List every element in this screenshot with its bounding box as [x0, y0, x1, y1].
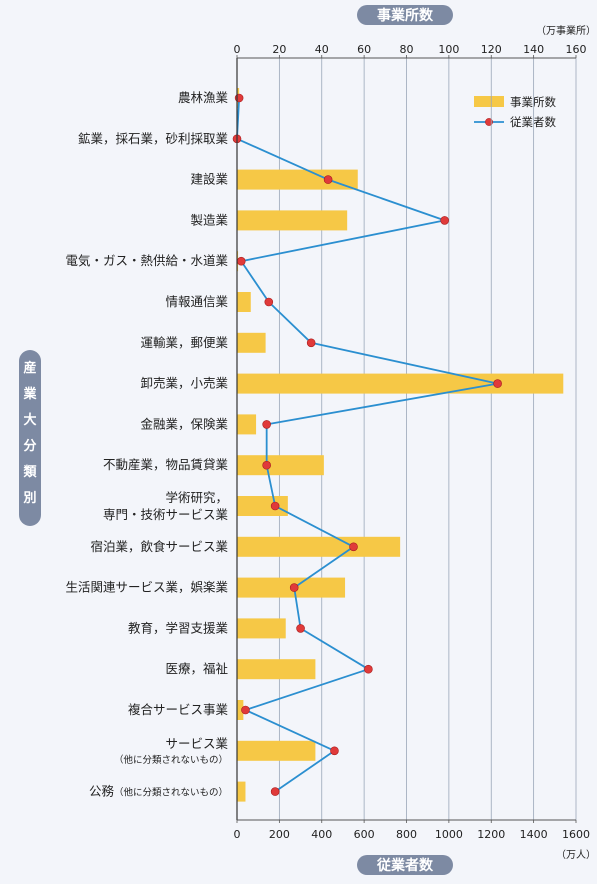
category-label: 不動産業，物品賃貸業	[103, 457, 229, 472]
line-point	[236, 256, 246, 266]
side-axis-label: 産業大分類別	[22, 360, 37, 506]
bar	[237, 536, 401, 557]
category-label: 金融業，保険業	[140, 416, 228, 431]
top-axis-pill-shape	[357, 5, 453, 25]
category-label: 公務（他に分類されないもの）	[89, 784, 228, 799]
bar	[237, 292, 251, 312]
bar	[237, 169, 358, 190]
line-series	[232, 93, 502, 796]
side-axis-pill: 産業大分類別	[19, 350, 41, 526]
line-point	[330, 746, 339, 756]
axes	[236, 57, 576, 821]
line-point	[264, 297, 274, 307]
category-label: 宿泊業，飲食サービス業	[90, 539, 228, 554]
top-tick-label: 160	[566, 43, 587, 56]
grid	[278, 58, 577, 820]
top-axis-unit: （万事業所）	[536, 24, 596, 37]
category-label: 学術研究，	[165, 490, 228, 505]
category-label: 生活関連サービス業，娯楽業	[65, 580, 228, 595]
category-label: 情報通信業	[165, 294, 228, 309]
bottom-tick-label: 1600	[562, 828, 590, 841]
bottom-tick-label: 1000	[435, 828, 463, 841]
line-point	[289, 583, 299, 592]
category-label: 卸売業，小売業	[140, 376, 228, 391]
top-tick-label: 60	[357, 43, 371, 56]
bottom-axis-title-pill: 従業者数	[357, 855, 453, 875]
bar	[237, 618, 286, 639]
legend-bar-swatch	[474, 96, 504, 107]
line-point	[440, 216, 449, 225]
top-tick-label: 20	[272, 43, 286, 56]
line-point	[364, 664, 373, 674]
category-label: 運輸業，郵便業	[140, 335, 228, 350]
line-point	[493, 379, 502, 388]
line-point	[270, 787, 280, 796]
bottom-tick-label: 600	[354, 828, 375, 841]
bar	[237, 781, 246, 802]
bottom-axis-title: 従業者数	[376, 857, 434, 874]
bar	[237, 740, 316, 761]
category-label-line2: 専門・技術サービス業	[103, 507, 229, 522]
top-axis-ticks: 0 20 40 60 80 100 120 140 160	[234, 43, 587, 58]
bottom-tick-label: 400	[311, 828, 332, 841]
line-point	[349, 542, 358, 552]
top-tick-label: 80	[400, 43, 414, 56]
category-label: 教育，学習支援業	[128, 620, 229, 635]
line-point	[262, 460, 271, 470]
category-sub: （他に分類されないもの）	[114, 754, 228, 766]
category-sub: （他に分類されないもの）	[114, 787, 228, 799]
line-point	[306, 338, 316, 348]
bottom-axis-pill-shape	[357, 855, 453, 875]
bottom-tick-label: 800	[396, 828, 417, 841]
line-point	[262, 420, 271, 429]
line-point	[241, 705, 250, 715]
line-point	[270, 501, 280, 511]
category-label: 製造業	[190, 212, 228, 227]
line-point	[234, 93, 244, 103]
line-point	[323, 175, 333, 184]
side-axis-pill-shape	[19, 350, 41, 526]
category-main: 公務	[89, 784, 115, 799]
bar	[237, 373, 564, 394]
bar	[237, 659, 316, 680]
bar	[237, 414, 257, 435]
bottom-axis-ticks: 0 200 400 600 800 1000 1200 1400 1600	[234, 820, 590, 841]
bottom-tick-label: 1200	[477, 828, 505, 841]
bar	[237, 496, 288, 516]
bottom-tick-label: 200	[269, 828, 290, 841]
bar	[237, 700, 244, 720]
top-tick-label: 0	[234, 43, 241, 56]
legend: 事業所数 従業者数	[474, 95, 556, 129]
category-label: 医療，福祉	[165, 661, 228, 676]
category-label: 電気・ガス・熱供給・水道業	[65, 253, 228, 268]
category-label: 鉱業，採石業，砂利採取業	[78, 131, 229, 146]
bar-series	[237, 88, 564, 802]
legend-line-marker	[485, 118, 493, 126]
top-axis-title-pill: 事業所数	[357, 5, 453, 25]
category-label: 複合サービス事業	[128, 702, 229, 717]
top-tick-label: 140	[523, 43, 544, 56]
top-tick-label: 40	[315, 43, 329, 56]
bar	[237, 210, 348, 231]
category-label: 建設業	[190, 172, 228, 187]
category-label: サービス業	[165, 736, 228, 751]
top-tick-label: 120	[481, 43, 502, 56]
series-line	[236, 97, 499, 793]
bottom-tick-label: 0	[234, 828, 241, 841]
bottom-axis-unit: （万人）	[556, 849, 596, 861]
bar	[237, 332, 266, 353]
category-labels: 農林漁業鉱業，採石業，砂利採取業建設業製造業電気・ガス・熱供給・水道業情報通信業…	[65, 90, 228, 799]
side-axis-text: 産業大分類別	[22, 360, 37, 506]
bar	[237, 455, 324, 476]
top-tick-label: 100	[438, 43, 459, 56]
line-point	[296, 624, 305, 633]
top-axis-title: 事業所数	[377, 7, 434, 24]
category-label: 農林漁業	[178, 90, 229, 105]
bottom-tick-label: 1400	[520, 828, 548, 841]
